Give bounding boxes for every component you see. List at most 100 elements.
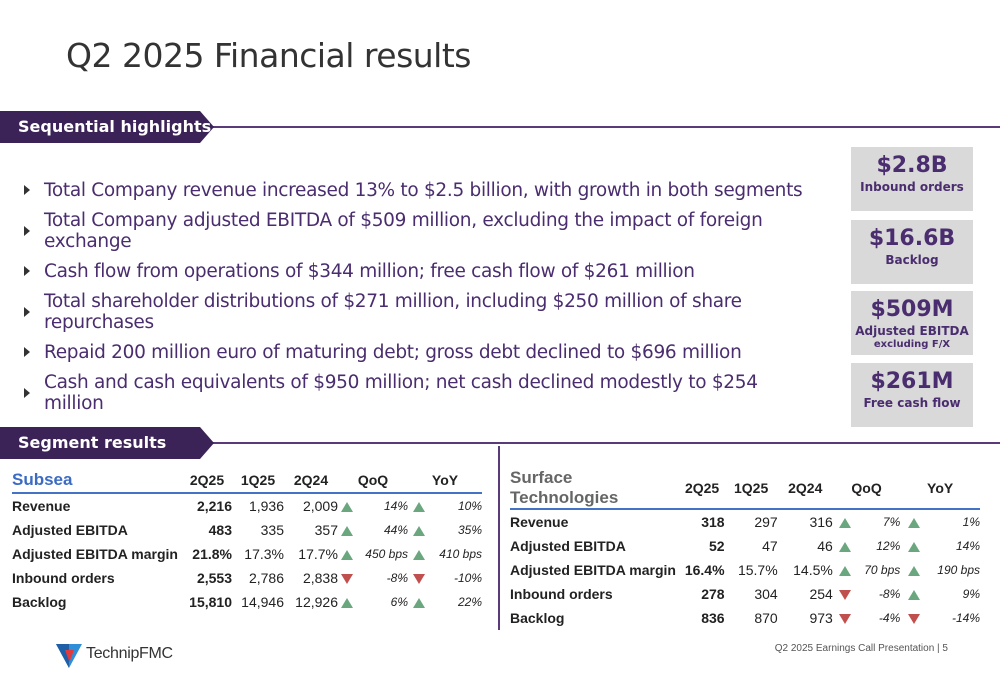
segment-divider <box>498 446 500 630</box>
yoy-indicator <box>900 534 927 558</box>
row-label: Inbound orders <box>510 586 613 602</box>
caret-right-icon <box>24 306 30 317</box>
subsea-table: Subsea 2Q25 1Q25 2Q24 QoQ YoY Revenue 2,2… <box>12 468 482 614</box>
change-yoy: -14% <box>951 611 980 625</box>
change-yoy: 410 bps <box>439 547 482 561</box>
triangle-up-icon <box>907 542 920 553</box>
column-header: 2Q25 <box>679 468 725 510</box>
kpi-card-adjusted-ebitda: $509M Adjusted EBITDA excluding F/X <box>851 291 973 355</box>
value-2q25: 15,810 <box>189 594 232 610</box>
section-header-highlights: Sequential highlights <box>0 111 1000 143</box>
change-yoy: 35% <box>457 523 482 537</box>
value-2q25: 483 <box>208 522 232 538</box>
triangle-up-icon <box>907 566 920 577</box>
value-1q25: 870 <box>754 610 778 626</box>
section-header-segments: Segment results <box>0 427 1000 459</box>
segment-name: Subsea <box>12 468 182 494</box>
change-yoy: 9% <box>962 587 980 601</box>
table-header-row: Surface Technologies 2Q25 1Q25 2Q24 QoQ … <box>510 468 980 510</box>
bullet-item: Total Company adjusted EBITDA of $509 mi… <box>22 210 822 252</box>
value-2q24: 357 <box>314 522 338 538</box>
section-divider-line <box>205 442 1000 444</box>
triangle-up-icon <box>839 566 852 577</box>
yoy-indicator <box>408 493 430 518</box>
triangle-up-icon <box>341 550 353 561</box>
change-qoq: 12% <box>876 539 901 553</box>
caret-right-icon <box>24 225 30 236</box>
logo-text: TechnipFMC <box>86 645 173 662</box>
change-qoq: 6% <box>390 595 408 609</box>
section-divider-line <box>205 126 1000 128</box>
value-1q25: 2,786 <box>248 570 284 586</box>
qoq-indicator <box>338 542 356 566</box>
yoy-indicator <box>408 542 430 566</box>
segment-name: Surface Technologies <box>510 468 680 510</box>
table-row: Revenue 2,216 1,936 2,009 14% 10% <box>12 493 482 518</box>
table-row: Adjusted EBITDA 483 335 357 44% 35% <box>12 518 482 542</box>
value-2q24: 12,926 <box>295 594 338 610</box>
value-1q25: 1,936 <box>248 498 284 514</box>
change-qoq: 450 bps <box>365 547 408 561</box>
yoy-indicator <box>900 582 927 606</box>
value-2q25: 278 <box>701 586 725 602</box>
triangle-up-icon <box>839 542 852 553</box>
caret-right-icon <box>24 387 30 398</box>
value-1q25: 15.7% <box>737 562 778 578</box>
table-row: Inbound orders 2,553 2,786 2,838 -8% -10% <box>12 566 482 590</box>
yoy-indicator <box>900 606 927 630</box>
qoq-indicator <box>338 518 356 542</box>
table-row: Adjusted EBITDA margin 21.8% 17.3% 17.7% 450… <box>12 542 482 566</box>
triangle-up-icon <box>839 518 852 529</box>
value-2q25: 2,553 <box>196 570 232 586</box>
value-1q25: 14,946 <box>241 594 284 610</box>
footer-page-info: Q2 2025 Earnings Call Presentation | 5 <box>774 643 948 654</box>
qoq-indicator <box>338 566 356 590</box>
section-label: Segment results <box>0 427 214 459</box>
value-2q24: 17.7% <box>298 546 338 562</box>
column-header: YoY <box>408 468 482 494</box>
technipfmc-logo-icon <box>56 644 82 668</box>
table-row: Backlog 836 870 973 -4% -14% <box>510 606 980 630</box>
table-row: Backlog 15,810 14,946 12,926 6% 22% <box>12 590 482 614</box>
value-2q25: 16.4% <box>684 562 725 578</box>
change-yoy: -10% <box>453 571 482 585</box>
bullet-item: Cash flow from operations of $344 millio… <box>22 251 822 292</box>
change-yoy: 190 bps <box>937 563 980 577</box>
change-yoy: 1% <box>962 515 980 529</box>
triangle-up-icon <box>341 598 353 609</box>
change-qoq: 14% <box>383 499 408 513</box>
yoy-indicator <box>408 566 430 590</box>
value-2q24: 254 <box>809 586 833 602</box>
change-qoq: 7% <box>882 515 901 529</box>
value-2q24: 14.5% <box>793 562 833 578</box>
column-header: 2Q24 <box>284 468 338 494</box>
change-qoq: 44% <box>383 523 408 537</box>
value-2q25: 52 <box>708 538 725 554</box>
row-label: Inbound orders <box>12 570 115 586</box>
row-label: Revenue <box>12 498 71 514</box>
row-label: Backlog <box>12 594 67 610</box>
change-yoy: 14% <box>955 539 980 553</box>
qoq-indicator <box>833 582 858 606</box>
row-label: Revenue <box>510 514 569 530</box>
table-row: Adjusted EBITDA 52 47 46 12% 14% <box>510 534 980 558</box>
column-header: QoQ <box>338 468 408 494</box>
value-1q25: 335 <box>260 522 284 538</box>
value-2q24: 316 <box>809 514 833 530</box>
value-1q25: 297 <box>754 514 778 530</box>
table-row: Adjusted EBITDA margin 16.4% 15.7% 14.5% 70 … <box>510 558 980 582</box>
row-label: Adjusted EBITDA <box>510 538 626 554</box>
row-label: Backlog <box>510 610 565 626</box>
triangle-up-icon <box>907 590 920 601</box>
caret-right-icon <box>24 185 30 196</box>
kpi-card-free-cash-flow: $261M Free cash flow <box>851 363 973 427</box>
table-row: Revenue 318 297 316 7% 1% <box>510 509 980 534</box>
caret-right-icon <box>24 266 30 277</box>
change-qoq: -4% <box>878 611 901 625</box>
triangle-up-icon <box>413 502 425 513</box>
row-label: Adjusted EBITDA margin <box>12 546 178 562</box>
value-2q25: 836 <box>701 610 725 626</box>
triangle-up-icon <box>413 598 425 609</box>
value-1q25: 47 <box>762 538 778 554</box>
column-header: 1Q25 <box>232 468 284 494</box>
